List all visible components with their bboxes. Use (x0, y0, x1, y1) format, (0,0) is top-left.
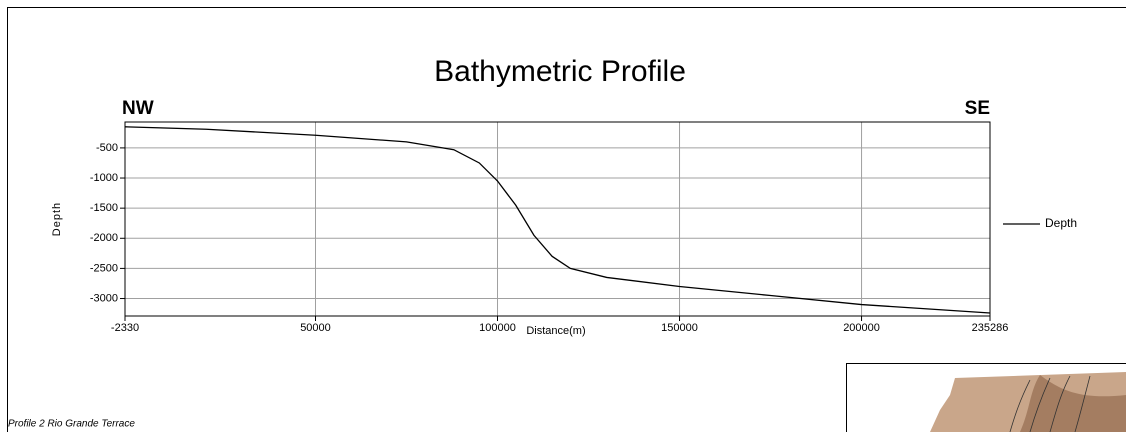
x-tick-label: 200000 (843, 322, 880, 334)
y-tick-label: -1000 (90, 172, 118, 184)
y-tick-label: -500 (96, 142, 118, 154)
x-tick-label: -2330 (111, 322, 139, 334)
y-tick-label: -1500 (90, 202, 118, 214)
plot-area (125, 122, 990, 316)
y-tick-label: -3000 (90, 292, 118, 304)
chart-title: Bathymetric Profile (434, 55, 686, 88)
legend-label: Depth (1045, 216, 1077, 230)
footer-note: Profile 2 Rio Grande Terrace (8, 419, 135, 430)
right-direction: SE (965, 98, 990, 119)
chart: Bathymetric Profile NW SE Distance(m) De… (0, 0, 1126, 432)
x-tick-label: 50000 (300, 322, 331, 334)
left-direction: NW (122, 98, 154, 119)
page: {"chart_data": {"type": "line", "title":… (0, 0, 1126, 432)
y-tick-label: -2000 (90, 232, 118, 244)
y-tick-label: -2500 (90, 262, 118, 274)
inset-map (847, 364, 1126, 432)
x-tick-label: 235286 (972, 322, 1009, 334)
x-axis-label: Distance(m) (526, 325, 585, 337)
y-axis-label: Depth (51, 202, 63, 236)
x-tick-label: 100000 (479, 322, 516, 334)
x-tick-label: 150000 (661, 322, 698, 334)
